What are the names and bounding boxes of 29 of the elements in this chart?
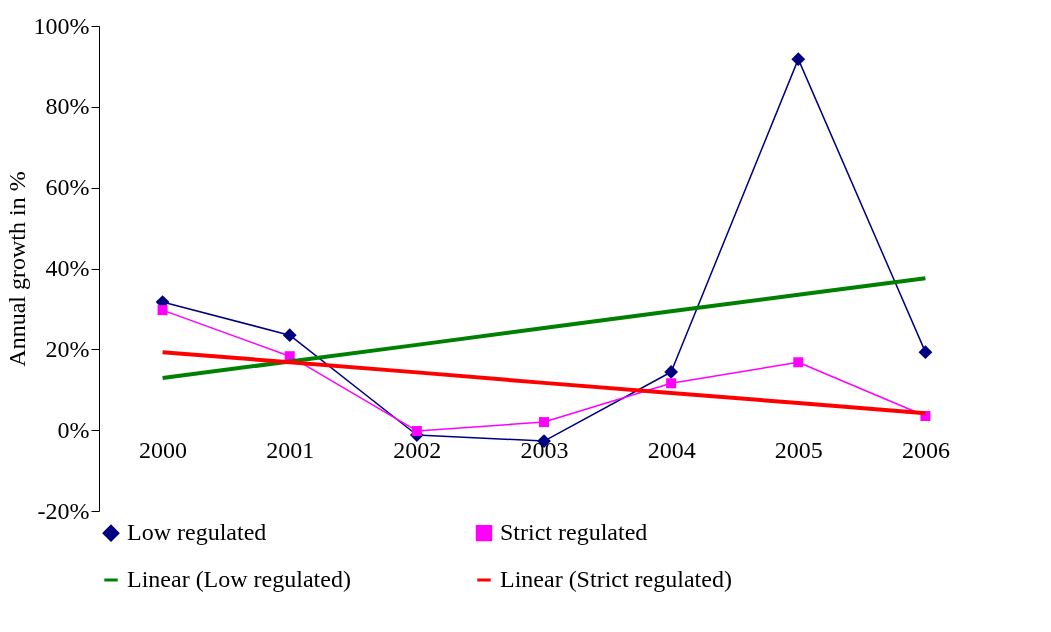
x-tick-label: 2001 [266,436,315,463]
y-tick-label: 20% [45,335,90,362]
legend-label: Linear (Low regulated) [127,566,351,592]
legend-label: Low regulated [127,519,267,546]
y-tick-label: 100% [33,12,90,39]
point [157,305,168,316]
legend-label: Linear (Strict regulated) [500,566,732,592]
y-tick-label: 60% [45,174,90,201]
point [664,365,679,379]
point [918,345,933,360]
y-tick-label: 80% [45,93,90,120]
point [791,52,806,67]
x-tick-label: 2004 [647,436,696,463]
point [539,417,549,428]
point [793,357,804,368]
y-axis-title: Annual growth in % [3,171,30,367]
y-tick-label: 0% [57,416,90,443]
point [282,328,297,343]
x-tick-label: 2003 [520,436,569,463]
x-tick-label: 2000 [139,436,188,463]
legend-label: Strict regulated [500,519,648,546]
line-series [160,276,928,381]
x-tick-label: 2002 [393,436,442,463]
x-tick-label: 2005 [774,436,823,463]
y-tick-label: 40% [45,255,90,281]
point [666,378,677,389]
y-tick-label: -20% [37,497,90,524]
point [411,425,422,436]
x-tick-label: 2006 [901,436,950,463]
